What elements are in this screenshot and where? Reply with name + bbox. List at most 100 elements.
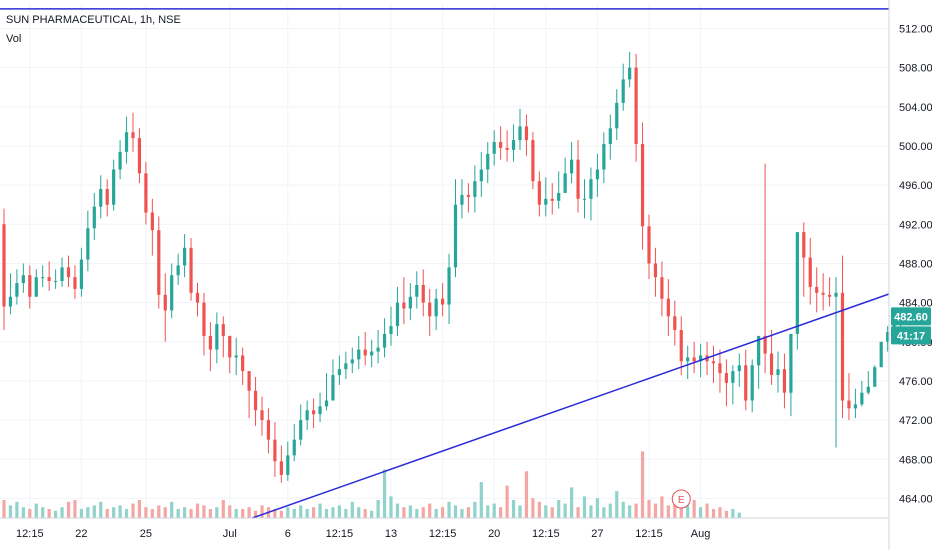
candle bbox=[28, 265, 32, 309]
chart-legend[interactable]: SUN PHARMACEUTICAL, 1h, NSE Vol bbox=[6, 11, 181, 49]
candle-body bbox=[234, 355, 238, 358]
candle bbox=[376, 330, 380, 364]
candle-body bbox=[389, 326, 393, 334]
volume-bar bbox=[673, 494, 677, 518]
volume-bar bbox=[279, 510, 283, 518]
candle-body bbox=[666, 298, 670, 317]
candle bbox=[647, 214, 651, 280]
candle bbox=[208, 322, 212, 372]
candle bbox=[628, 51, 632, 88]
volume-bar bbox=[112, 507, 116, 518]
candle bbox=[873, 365, 877, 387]
volume-bar bbox=[202, 505, 206, 518]
volume-bar bbox=[666, 505, 670, 518]
candle-body bbox=[757, 335, 761, 366]
candle-body bbox=[815, 286, 819, 293]
countdown-text: 41:17 bbox=[897, 330, 925, 342]
candle-body bbox=[79, 259, 83, 289]
candle bbox=[363, 331, 367, 366]
candle bbox=[563, 157, 567, 193]
candle bbox=[357, 335, 361, 370]
candle bbox=[473, 165, 477, 213]
candle bbox=[47, 261, 51, 291]
volume-bar bbox=[137, 500, 142, 518]
candle-body bbox=[137, 138, 142, 174]
candle bbox=[673, 300, 677, 346]
volume-bar bbox=[312, 507, 316, 518]
candle-body bbox=[853, 404, 857, 409]
candle bbox=[86, 210, 90, 272]
volume-bar bbox=[628, 505, 632, 518]
x-tick-label: 22 bbox=[75, 528, 87, 540]
candle bbox=[621, 63, 625, 111]
volume-bar bbox=[221, 500, 225, 518]
candle bbox=[305, 400, 309, 430]
y-tick-label: 484.00 bbox=[899, 298, 932, 310]
candle-body bbox=[299, 420, 303, 440]
trendline[interactable] bbox=[252, 293, 890, 519]
candle-body bbox=[776, 369, 780, 376]
candle bbox=[215, 312, 219, 364]
candle-body bbox=[202, 302, 206, 336]
volume-bar bbox=[447, 501, 451, 518]
candle-body bbox=[886, 331, 890, 342]
earnings-event-label: E bbox=[678, 495, 685, 506]
candle-body bbox=[221, 324, 225, 336]
candle-body bbox=[724, 373, 728, 383]
candle-body bbox=[524, 126, 529, 141]
candle-body bbox=[873, 367, 877, 387]
candle-body bbox=[318, 406, 322, 415]
symbol-legend[interactable]: SUN PHARMACEUTICAL, 1h, NSE bbox=[6, 14, 181, 26]
volume-legend[interactable]: Vol bbox=[6, 33, 22, 45]
volume-bar bbox=[34, 503, 38, 518]
candle bbox=[576, 140, 580, 213]
earnings-event-icon[interactable] bbox=[671, 489, 691, 509]
candle-body bbox=[860, 392, 864, 405]
candle-body bbox=[124, 132, 129, 152]
candle-body bbox=[228, 335, 232, 358]
y-tick-label: 500.00 bbox=[899, 141, 932, 153]
candle-body bbox=[105, 189, 109, 205]
candle-body bbox=[189, 247, 193, 293]
candle bbox=[92, 192, 96, 240]
candle-body bbox=[595, 169, 599, 180]
volume-bar bbox=[273, 509, 277, 518]
candle-body bbox=[802, 232, 806, 258]
volume-bar bbox=[292, 509, 296, 518]
candle bbox=[505, 130, 509, 162]
candle-body bbox=[582, 198, 587, 200]
candle-body bbox=[634, 67, 638, 145]
volume-bar bbox=[350, 501, 354, 518]
candle bbox=[189, 237, 193, 301]
candle bbox=[15, 269, 19, 305]
candle bbox=[802, 222, 806, 297]
candle bbox=[2, 208, 6, 331]
volume-bar bbox=[170, 501, 174, 518]
volume-bar bbox=[486, 505, 490, 518]
y-tick-label: 492.00 bbox=[899, 219, 932, 231]
drawn-lines[interactable] bbox=[0, 8, 890, 519]
volume-bar bbox=[331, 507, 335, 518]
event-markers[interactable]: E bbox=[671, 489, 691, 509]
volume-bar bbox=[434, 509, 438, 518]
candle-body bbox=[54, 281, 58, 283]
y-tick-label: 508.00 bbox=[899, 63, 932, 75]
volume-bar bbox=[376, 500, 380, 518]
candle-body bbox=[570, 159, 574, 174]
candle-body bbox=[183, 247, 187, 266]
volume-bar bbox=[286, 507, 290, 518]
candle bbox=[105, 179, 109, 217]
candle bbox=[453, 179, 458, 278]
volume-bar bbox=[602, 507, 606, 518]
x-tick-label: 13 bbox=[385, 528, 397, 540]
candle bbox=[466, 183, 470, 213]
volume-bar bbox=[253, 510, 258, 518]
candle-body bbox=[428, 302, 432, 317]
candle-body bbox=[834, 292, 838, 297]
candle bbox=[137, 128, 142, 184]
candle bbox=[266, 408, 271, 454]
current-price-text: 482.60 bbox=[894, 311, 928, 323]
